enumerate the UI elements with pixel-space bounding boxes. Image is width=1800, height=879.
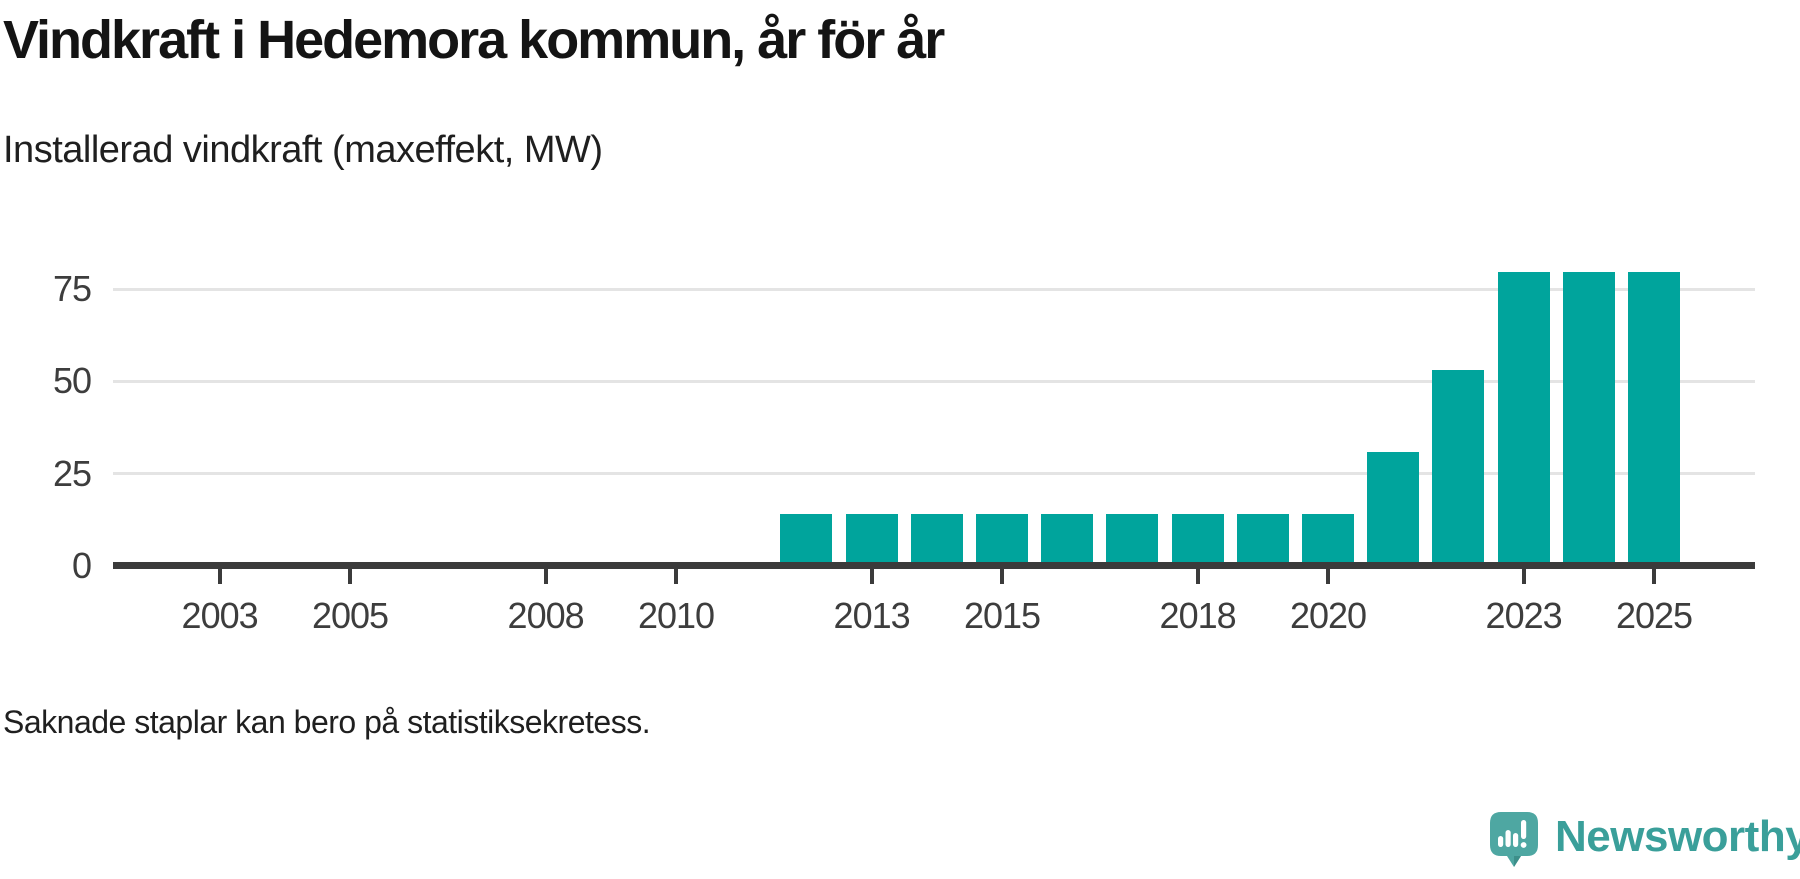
x-axis-label-2013: 2013 — [833, 595, 911, 636]
y-axis-label-25: 25 — [52, 452, 92, 494]
bar-2019 — [1236, 514, 1289, 566]
x-tick-2013 — [869, 569, 874, 584]
newsworthy-branding: Newsworthy — [1490, 812, 1800, 869]
bar-2014 — [910, 514, 963, 566]
bar-2022 — [1432, 370, 1485, 566]
page-title: Vindkraft i Hedemora kommun, år för år — [3, 10, 945, 70]
bar-2018 — [1171, 514, 1224, 566]
x-tick-2015 — [1000, 569, 1004, 584]
x-axis-line — [113, 562, 1755, 569]
x-tick-2025 — [1652, 569, 1656, 584]
x-axis-label-2008: 2008 — [507, 595, 585, 636]
y-axis-label-0: 0 — [71, 545, 92, 586]
mini-bar-chart-glyph — [1498, 820, 1527, 848]
x-axis-label-2025: 2025 — [1615, 595, 1693, 636]
bar-2013 — [845, 514, 898, 566]
bar-2025 — [1628, 272, 1680, 566]
newsworthy-logo-icon — [1490, 812, 1538, 867]
x-axis-label-2018: 2018 — [1159, 595, 1237, 636]
x-axis-label-2015: 2015 — [963, 595, 1041, 636]
exclamation-dot — [1520, 842, 1527, 848]
gridline-50 — [113, 379, 1755, 383]
bar-2016 — [1041, 514, 1094, 566]
chart-subtitle: Installerad vindkraft (maxeffekt, MW) — [3, 129, 603, 171]
x-tick-2003 — [217, 569, 222, 584]
y-axis-label-50: 50 — [52, 360, 92, 402]
x-tick-2005 — [348, 569, 352, 584]
x-tick-2023 — [1521, 569, 1526, 584]
chart-footnote: Saknade staplar kan bero på statistiksek… — [3, 704, 651, 740]
x-axis-label-2005: 2005 — [311, 595, 389, 636]
x-axis-label-2020: 2020 — [1289, 595, 1367, 636]
x-tick-2020 — [1326, 569, 1330, 584]
bar-2012 — [780, 514, 833, 566]
x-axis-label-2023: 2023 — [1485, 595, 1563, 636]
bar-2021 — [1367, 451, 1420, 566]
x-tick-2010 — [674, 569, 678, 584]
gridline-75 — [113, 287, 1755, 291]
bar-2023 — [1497, 272, 1550, 566]
bar-2024 — [1562, 272, 1615, 566]
x-tick-2008 — [543, 569, 548, 584]
bar-2017 — [1106, 514, 1159, 566]
y-axis-label-75: 75 — [52, 268, 92, 309]
bar-2015 — [976, 514, 1028, 566]
x-axis-label-2003: 2003 — [181, 595, 259, 636]
x-axis-label-2010: 2010 — [637, 595, 715, 636]
speech-bubble-tail-shade — [1514, 856, 1521, 867]
exclamation-bar — [1521, 820, 1527, 839]
bar-2020 — [1302, 514, 1354, 566]
gridline-25 — [113, 472, 1755, 476]
newsworthy-wordmark: Newsworthy — [1555, 811, 1800, 861]
x-tick-2018 — [1195, 569, 1200, 584]
